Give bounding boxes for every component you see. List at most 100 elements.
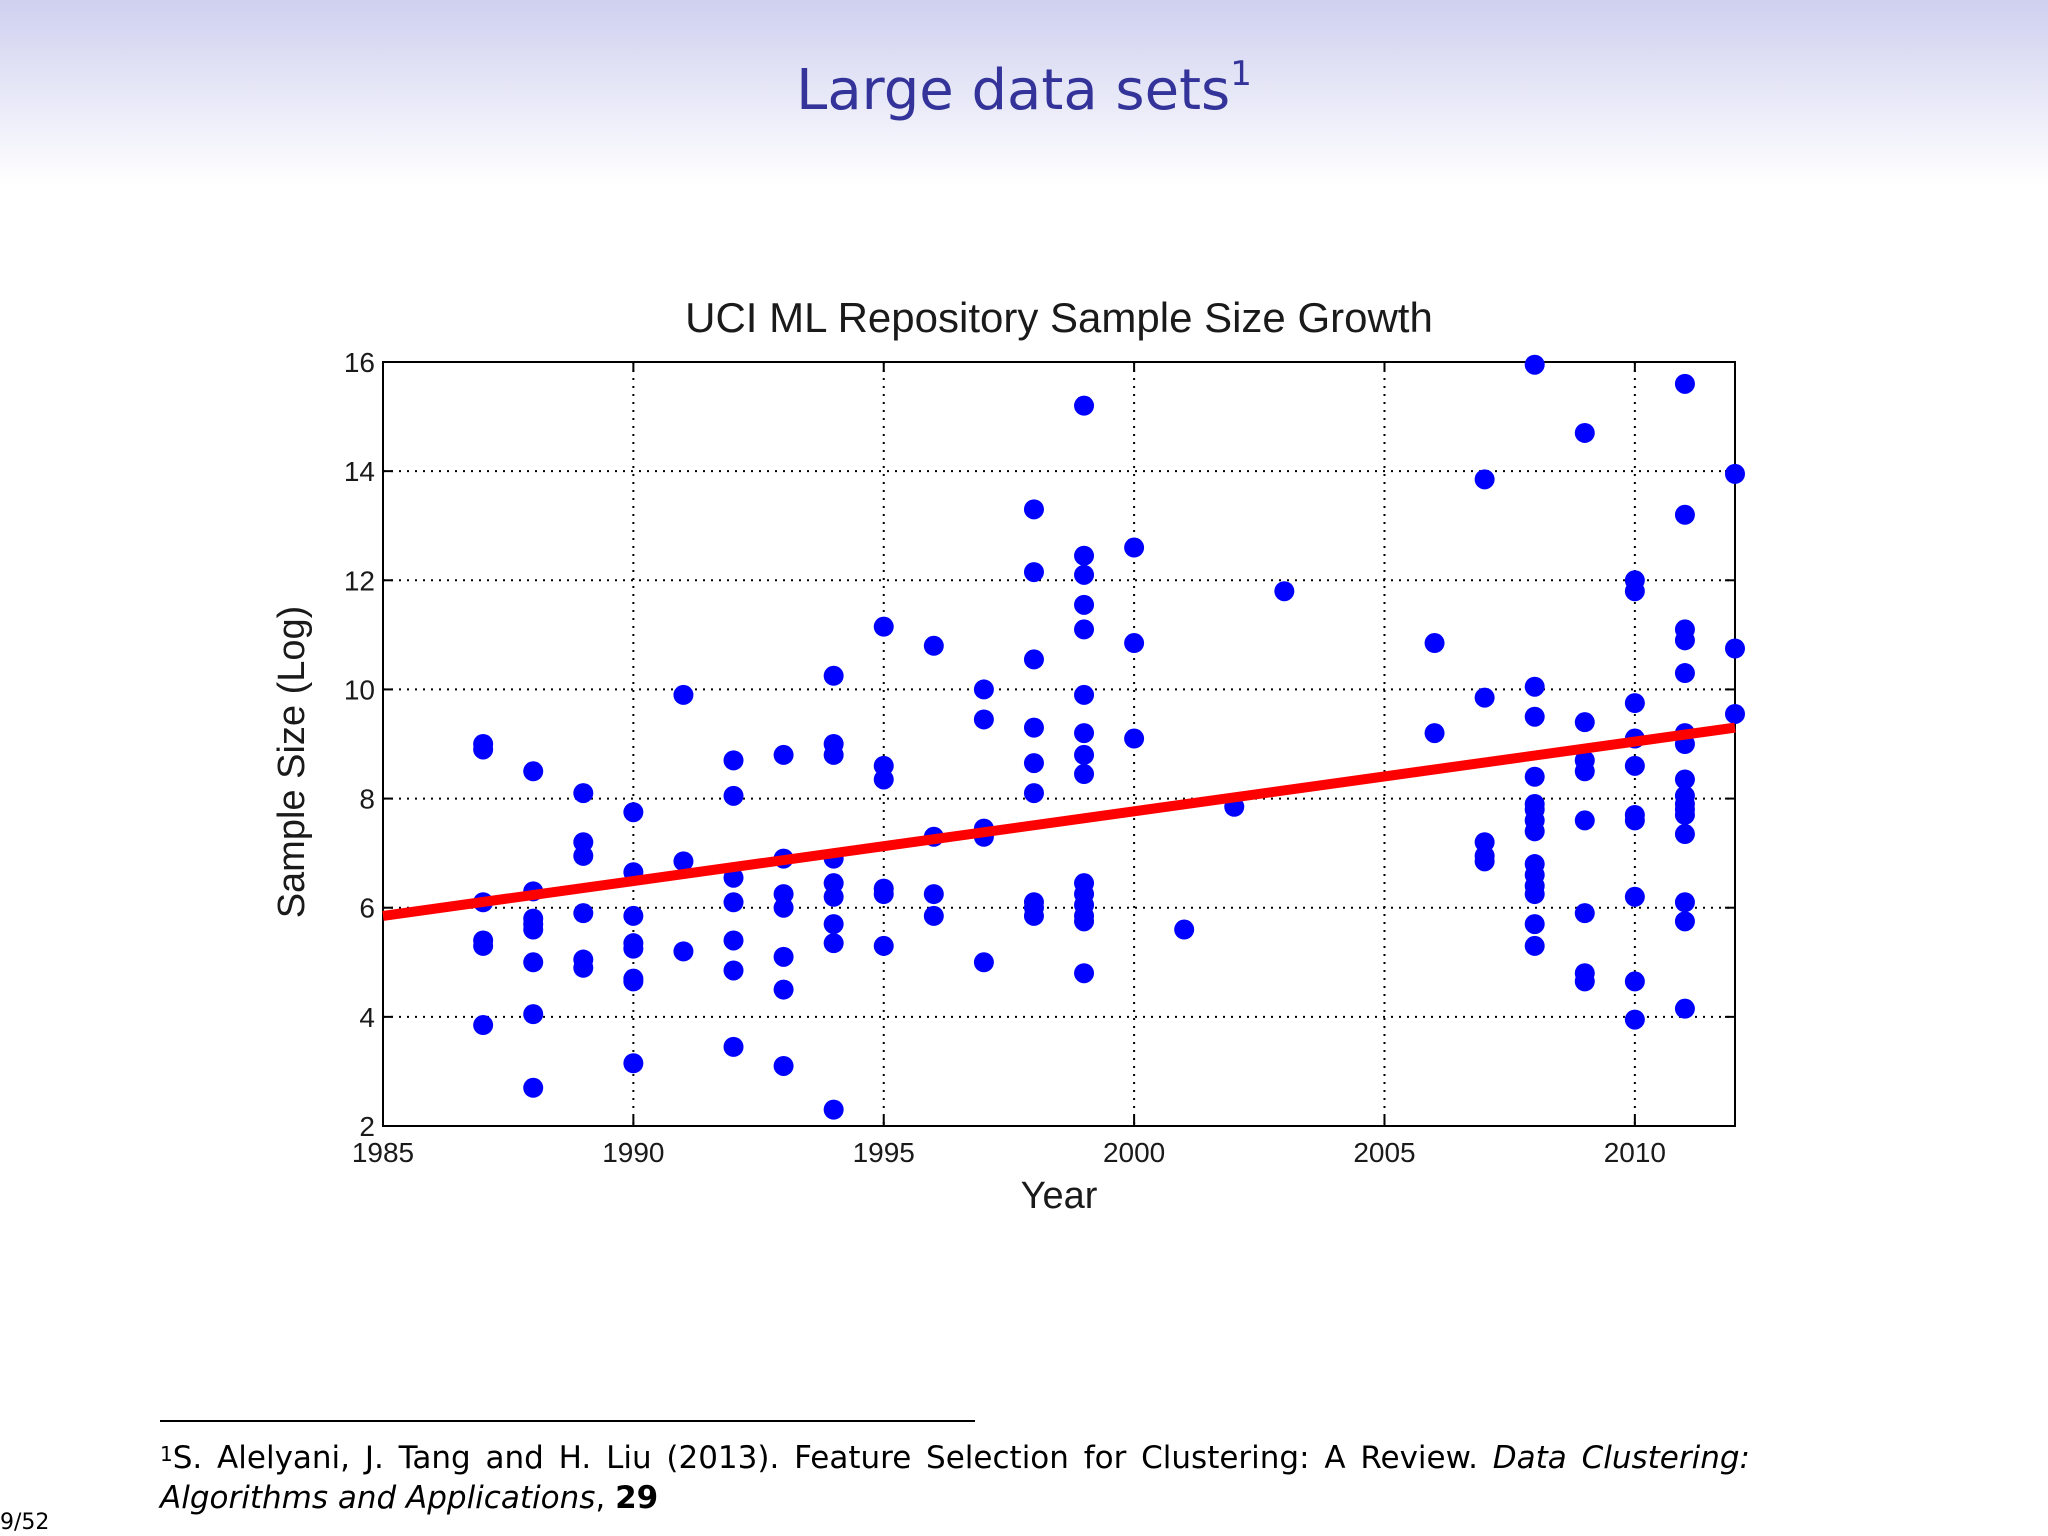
- data-point: [1023, 783, 1044, 804]
- data-point: [1674, 769, 1695, 790]
- data-point: [523, 761, 544, 782]
- data-point: [973, 679, 994, 700]
- data-point: [523, 952, 544, 973]
- data-point: [1725, 463, 1745, 484]
- data-point: [773, 1055, 794, 1076]
- x-tick-label: 2010: [1604, 1137, 1666, 1168]
- data-point: [623, 1053, 644, 1074]
- data-point: [1074, 619, 1095, 640]
- data-point: [623, 938, 644, 959]
- x-tick-label: 1990: [602, 1137, 664, 1168]
- data-points: [473, 354, 1745, 1120]
- data-point: [1424, 633, 1445, 654]
- data-point: [923, 635, 944, 656]
- data-point: [1674, 998, 1695, 1019]
- data-point: [1474, 851, 1495, 872]
- data-point: [1023, 649, 1044, 670]
- data-point: [773, 979, 794, 1000]
- data-point: [1624, 755, 1645, 776]
- title-footnote-mark: 1: [1230, 54, 1252, 94]
- data-point: [973, 952, 994, 973]
- data-point: [973, 709, 994, 730]
- data-point: [1023, 499, 1044, 520]
- data-point: [523, 1077, 544, 1098]
- data-point: [723, 1036, 744, 1057]
- data-point: [1674, 373, 1695, 394]
- data-point: [723, 892, 744, 913]
- data-point: [1023, 753, 1044, 774]
- data-point: [1474, 687, 1495, 708]
- y-tick-label: 16: [344, 347, 375, 378]
- grid-lines: [383, 362, 1735, 1126]
- scatter-chart: 1985 1990 1995 2000 2005 2010 2 4 6 8 10 12 14 16 UCI…: [271, 294, 1745, 1217]
- data-point: [1574, 810, 1595, 831]
- data-point: [873, 884, 894, 905]
- x-tick-label: 1985: [352, 1137, 414, 1168]
- data-point: [523, 1004, 544, 1025]
- y-axis-label: Sample Size (Log): [271, 606, 313, 919]
- data-point: [823, 933, 844, 954]
- data-point: [1624, 810, 1645, 831]
- data-point: [1674, 663, 1695, 684]
- data-point: [1074, 963, 1095, 984]
- data-point: [673, 851, 694, 872]
- data-point: [673, 941, 694, 962]
- data-point: [1074, 911, 1095, 932]
- data-point: [1574, 971, 1595, 992]
- y-tick-label: 4: [359, 1002, 375, 1033]
- data-point: [873, 769, 894, 790]
- data-point: [1474, 469, 1495, 490]
- data-point: [1524, 884, 1545, 905]
- data-point: [1023, 717, 1044, 738]
- data-point: [523, 919, 544, 940]
- data-point: [1174, 919, 1195, 940]
- data-point: [1674, 804, 1695, 825]
- data-point: [723, 750, 744, 771]
- axis-ticks: [382, 361, 1735, 1127]
- footnote-mark: 1: [160, 1442, 173, 1466]
- data-point: [1524, 354, 1545, 375]
- data-point: [1074, 564, 1095, 585]
- x-tick-label: 2005: [1353, 1137, 1415, 1168]
- data-point: [1023, 562, 1044, 583]
- data-point: [1524, 766, 1545, 787]
- data-point: [1524, 914, 1545, 935]
- x-tick-label: 2000: [1103, 1137, 1165, 1168]
- footnote-text: S. Alelyani, J. Tang and H. Liu (2013). …: [172, 1440, 1493, 1476]
- tick-labels: 1985 1990 1995 2000 2005 2010 2 4 6 8 10 12 14 16: [344, 347, 1666, 1168]
- data-point: [1674, 824, 1695, 845]
- data-point: [1624, 581, 1645, 602]
- data-point: [473, 739, 494, 760]
- data-point: [1524, 935, 1545, 956]
- data-point: [1074, 395, 1095, 416]
- data-point: [823, 886, 844, 907]
- data-point: [1074, 744, 1095, 765]
- data-point: [573, 845, 594, 866]
- data-point: [923, 884, 944, 905]
- data-point: [1023, 905, 1044, 926]
- slide-title-text: Large data sets: [796, 58, 1231, 123]
- data-point: [823, 1099, 844, 1120]
- data-point: [1624, 1009, 1645, 1030]
- y-tick-label: 12: [344, 565, 375, 596]
- data-point: [923, 905, 944, 926]
- data-point: [1674, 504, 1695, 525]
- footnote-journal: Data Clustering: Algorithms and Applicat…: [160, 1440, 1750, 1516]
- data-point: [1124, 728, 1145, 749]
- data-point: [573, 783, 594, 804]
- y-tick-label: 2: [359, 1111, 375, 1142]
- y-tick-label: 6: [359, 893, 375, 924]
- data-point: [1725, 703, 1745, 724]
- data-point: [1624, 971, 1645, 992]
- x-tick-label: 1995: [853, 1137, 915, 1168]
- data-point: [673, 684, 694, 705]
- footnote-rule: [160, 1420, 975, 1422]
- footnote-volume: 29: [615, 1480, 659, 1516]
- data-point: [573, 903, 594, 924]
- data-point: [1124, 633, 1145, 654]
- data-point: [1524, 706, 1545, 727]
- data-point: [1674, 630, 1695, 651]
- data-point: [723, 785, 744, 806]
- page-number: 9/52: [0, 1510, 50, 1535]
- footnote-separator: ,: [595, 1480, 616, 1516]
